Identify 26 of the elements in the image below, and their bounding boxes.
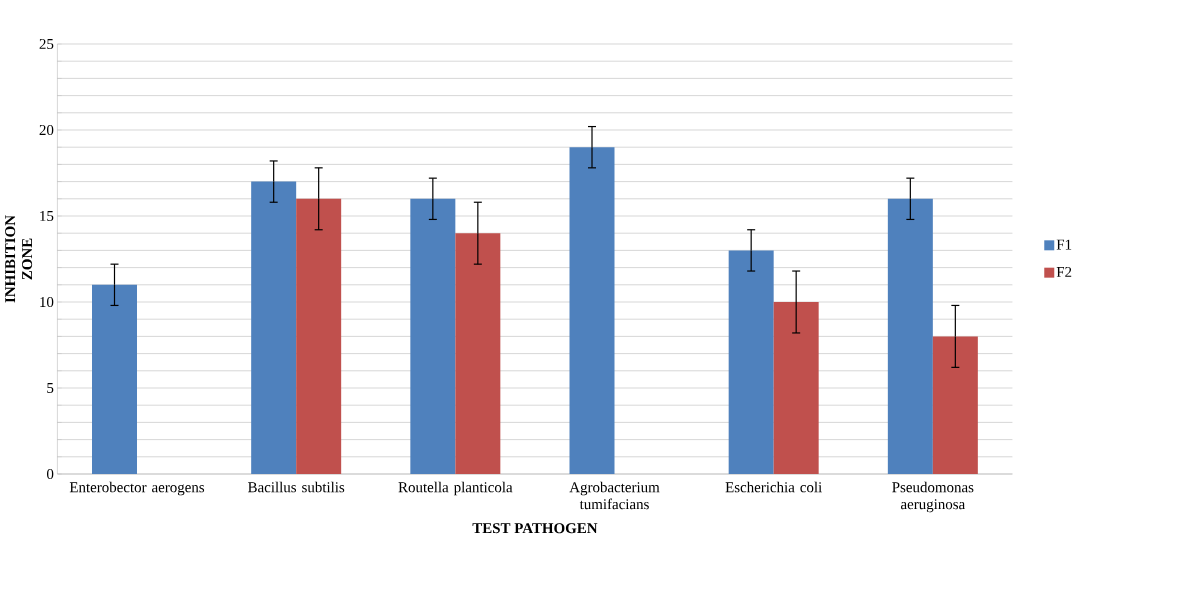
y-tick-label: 0: [46, 468, 54, 480]
legend-label: F2: [1056, 266, 1072, 277]
bar: [887, 198, 933, 474]
bar: [455, 233, 501, 474]
bar: [296, 198, 342, 474]
x-tick-label: Enterobector aerogens: [69, 481, 205, 496]
y-tick-label: 20: [39, 124, 54, 136]
y-tick-label: 5: [47, 383, 54, 393]
bar: [251, 181, 297, 474]
x-tick-label: Routella planticola: [398, 481, 513, 496]
bar: [569, 147, 615, 474]
x-axis-title: TEST PATHOGEN: [472, 523, 598, 534]
x-tick-label: Bacillus subtilis: [248, 481, 345, 493]
bar: [92, 284, 137, 474]
bar: [932, 336, 978, 474]
legend-label: F1: [1056, 239, 1072, 250]
y-tick-label: 10: [40, 296, 54, 308]
x-tick-label: Agrobacterium tumifacians: [569, 481, 660, 510]
bar: [728, 250, 774, 474]
x-tick-label: Pseudomonas aeruginosa: [892, 481, 974, 513]
bar: [773, 302, 819, 474]
y-tick-label: 25: [39, 38, 54, 50]
bar: [410, 198, 456, 474]
y-tick-label: 15: [40, 211, 54, 221]
y-axis-title: INHIBITION ZONE: [5, 215, 33, 303]
x-tick-label: Escherichia coli: [725, 481, 822, 493]
